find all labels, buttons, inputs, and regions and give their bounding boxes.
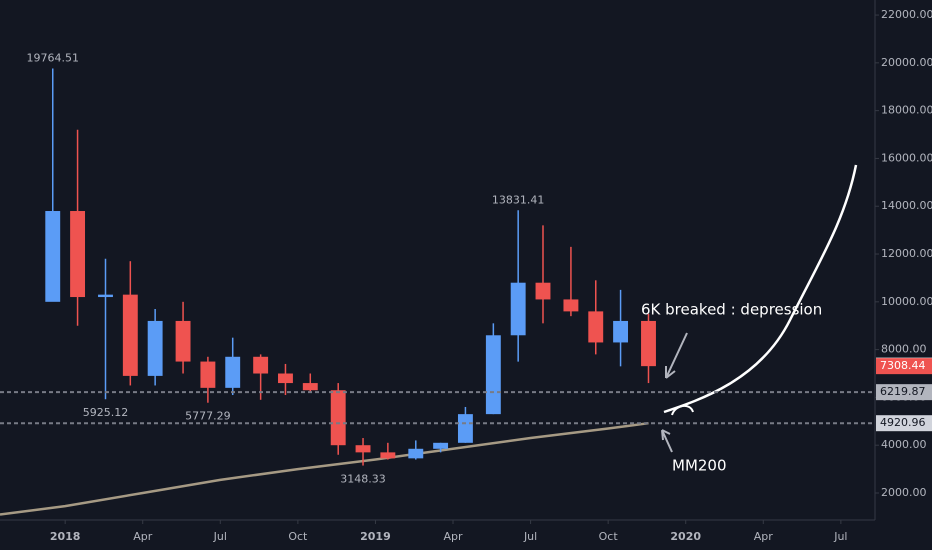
y-tick-label: 22000.00: [881, 8, 932, 21]
price-label: 6219.87: [880, 385, 926, 398]
candle-body: [225, 356, 241, 388]
x-tick-label: Jul: [833, 530, 847, 543]
candle-body: [330, 390, 346, 446]
annotation: 6K breaked : depression: [641, 301, 822, 319]
price-label-box: [876, 358, 932, 375]
annotation: MM200: [672, 457, 727, 475]
x-tick-label: Apr: [133, 530, 153, 543]
y-tick-label: 14000.00: [881, 199, 932, 212]
candle-body: [510, 282, 526, 336]
x-tick-label: Apr: [754, 530, 774, 543]
candle-body: [302, 383, 318, 391]
arrow: [661, 429, 673, 453]
candle-body: [641, 320, 656, 367]
y-tick-label: 8000.00: [881, 343, 927, 356]
y-tick-label: 18000.00: [881, 104, 932, 117]
candle-body: [200, 361, 216, 388]
point-label: 13831.41: [492, 193, 545, 206]
candle-body: [253, 356, 269, 374]
candle-body: [98, 294, 113, 298]
candle-body: [613, 320, 629, 343]
price-label: 7308.44: [880, 359, 926, 372]
price-label-box: [876, 384, 932, 401]
x-tick-label: 2019: [360, 530, 391, 543]
price-label: 4920.96: [880, 416, 926, 429]
y-tick-label: 10000.00: [881, 295, 932, 308]
candle-body: [535, 282, 551, 300]
plot-area: [0, 68, 656, 516]
candle-body: [355, 445, 371, 453]
candle-body: [147, 320, 163, 376]
candle-body: [380, 452, 396, 459]
arrow: [665, 332, 688, 379]
drawn-curve: [663, 164, 858, 414]
y-tick-label: 2000.00: [881, 486, 927, 499]
x-tick-label: Apr: [443, 530, 463, 543]
x-tick-label: 2018: [50, 530, 81, 543]
candle-body: [70, 211, 86, 298]
candle-body: [588, 311, 604, 343]
point-label: 3148.33: [340, 473, 386, 486]
candle-body: [563, 299, 579, 312]
x-tick-label: Jul: [213, 530, 227, 543]
price-label-box: [876, 415, 932, 432]
x-tick-label: 2020: [670, 530, 701, 543]
candle-body: [122, 294, 138, 376]
y-tick-label: 20000.00: [881, 56, 932, 69]
x-tick-label: Jul: [523, 530, 537, 543]
y-tick-label: 12000.00: [881, 247, 932, 260]
point-label: 5777.29: [185, 410, 231, 423]
candle-body: [433, 442, 449, 449]
point-label: 19764.51: [26, 51, 79, 64]
candle-body: [408, 448, 424, 459]
y-tick-label: 16000.00: [881, 151, 932, 164]
y-tick-label: 4000.00: [881, 438, 927, 451]
candle-body: [457, 414, 473, 443]
moving-average: [0, 421, 649, 516]
point-label: 5925.12: [83, 406, 129, 419]
candle-body: [175, 320, 191, 362]
x-tick-label: Oct: [288, 530, 308, 543]
x-tick-label: Oct: [599, 530, 619, 543]
candle-body: [45, 211, 61, 302]
candle-body: [278, 373, 293, 384]
drawn-arc: [671, 404, 694, 416]
candle-body: [485, 335, 501, 415]
